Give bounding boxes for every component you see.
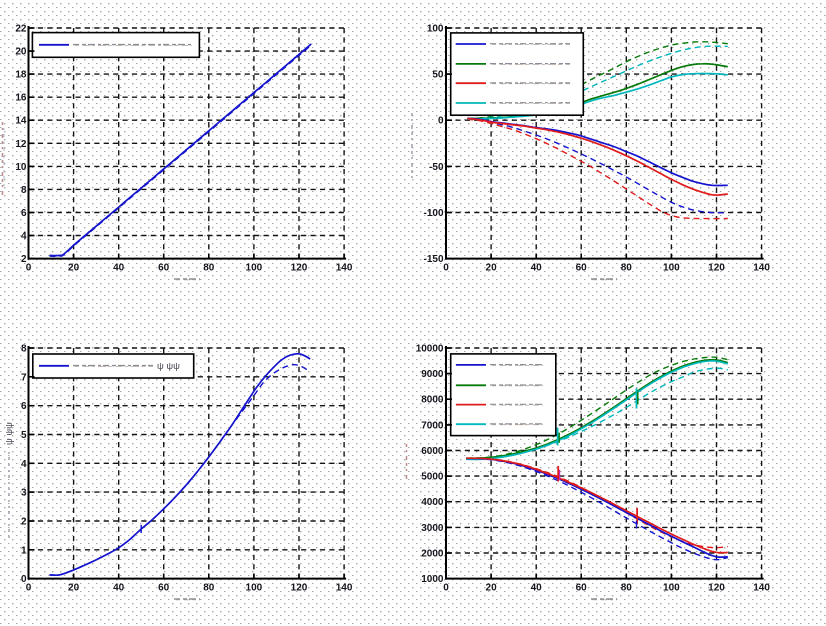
svg-text:20: 20 bbox=[486, 263, 498, 274]
svg-text:-100: -100 bbox=[423, 208, 443, 219]
svg-text:60: 60 bbox=[576, 263, 588, 274]
svg-text:100: 100 bbox=[663, 583, 680, 594]
svg-text:4: 4 bbox=[21, 231, 27, 242]
svg-text:20: 20 bbox=[15, 47, 27, 58]
svg-text:20: 20 bbox=[68, 263, 80, 274]
svg-text:0: 0 bbox=[26, 583, 32, 594]
svg-text:120: 120 bbox=[291, 583, 308, 594]
svg-text:5: 5 bbox=[21, 430, 27, 441]
svg-text:1000: 1000 bbox=[421, 574, 444, 585]
svg-text:100: 100 bbox=[427, 24, 444, 35]
svg-text:0: 0 bbox=[26, 263, 32, 274]
svg-text:7000: 7000 bbox=[421, 420, 444, 431]
svg-text:1: 1 bbox=[21, 545, 27, 556]
svg-text:-150: -150 bbox=[423, 254, 443, 265]
svg-text:8: 8 bbox=[21, 344, 27, 355]
svg-text:6: 6 bbox=[21, 208, 27, 219]
svg-text:9000: 9000 bbox=[421, 369, 444, 380]
svg-text:80: 80 bbox=[203, 583, 215, 594]
svg-text:0: 0 bbox=[438, 116, 444, 127]
svg-text:60: 60 bbox=[158, 583, 170, 594]
svg-text:10000: 10000 bbox=[416, 344, 444, 355]
svg-text:0: 0 bbox=[21, 574, 27, 585]
svg-text:80: 80 bbox=[621, 263, 633, 274]
svg-text:100: 100 bbox=[246, 583, 263, 594]
svg-text:40: 40 bbox=[113, 263, 125, 274]
svg-text:14: 14 bbox=[15, 116, 27, 127]
svg-text:80: 80 bbox=[203, 263, 215, 274]
svg-text:40: 40 bbox=[531, 583, 543, 594]
svg-text:2: 2 bbox=[21, 517, 27, 528]
svg-text:20: 20 bbox=[68, 583, 80, 594]
svg-text:ψ ψψ: ψ ψψ bbox=[4, 422, 15, 445]
svg-text:6: 6 bbox=[21, 401, 27, 412]
svg-text:0: 0 bbox=[443, 263, 449, 274]
svg-text:22: 22 bbox=[15, 24, 27, 35]
svg-text:40: 40 bbox=[531, 263, 543, 274]
svg-text:120: 120 bbox=[708, 583, 725, 594]
svg-text:60: 60 bbox=[158, 263, 170, 274]
svg-text:120: 120 bbox=[291, 263, 308, 274]
svg-text:140: 140 bbox=[753, 263, 770, 274]
svg-text:10: 10 bbox=[15, 162, 27, 173]
svg-text:ψ ψψ: ψ ψψ bbox=[157, 361, 180, 372]
svg-text:4000: 4000 bbox=[421, 497, 444, 508]
svg-text:5000: 5000 bbox=[421, 472, 444, 483]
svg-text:7: 7 bbox=[21, 372, 27, 383]
svg-text:2000: 2000 bbox=[421, 549, 444, 560]
svg-text:120: 120 bbox=[708, 263, 725, 274]
svg-text:3: 3 bbox=[21, 488, 27, 499]
svg-text:8: 8 bbox=[21, 185, 27, 196]
svg-text:8000: 8000 bbox=[421, 395, 444, 406]
svg-text:6000: 6000 bbox=[421, 446, 444, 457]
svg-text:18: 18 bbox=[15, 70, 27, 81]
svg-text:-50: -50 bbox=[429, 162, 444, 173]
svg-text:3000: 3000 bbox=[421, 523, 444, 534]
svg-text:100: 100 bbox=[663, 263, 680, 274]
svg-text:60: 60 bbox=[576, 583, 588, 594]
svg-text:140: 140 bbox=[336, 263, 353, 274]
svg-text:4: 4 bbox=[21, 459, 27, 470]
svg-text:12: 12 bbox=[15, 139, 27, 150]
svg-text:16: 16 bbox=[15, 93, 27, 104]
svg-text:0: 0 bbox=[443, 583, 449, 594]
svg-text:50: 50 bbox=[432, 70, 444, 81]
svg-text:80: 80 bbox=[621, 583, 633, 594]
svg-text:100: 100 bbox=[246, 263, 263, 274]
svg-text:2: 2 bbox=[21, 254, 27, 265]
svg-text:140: 140 bbox=[753, 583, 770, 594]
svg-text:40: 40 bbox=[113, 583, 125, 594]
svg-text:140: 140 bbox=[336, 583, 353, 594]
svg-text:20: 20 bbox=[486, 583, 498, 594]
